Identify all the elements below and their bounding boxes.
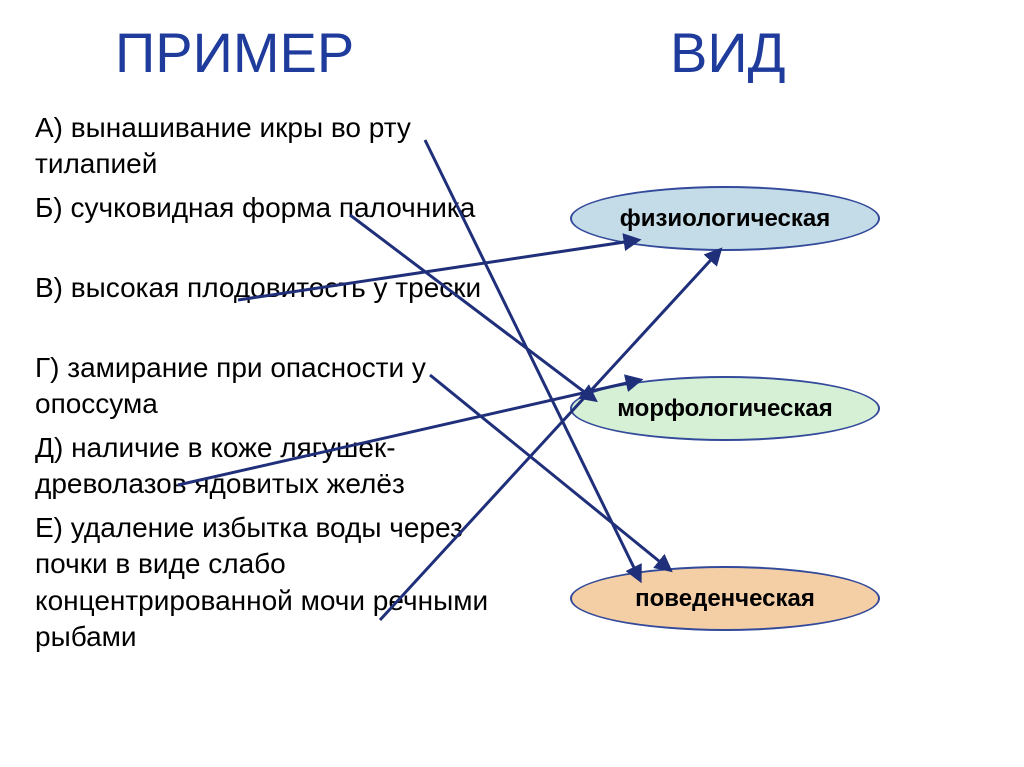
bubble-morph: морфологическая <box>570 376 880 441</box>
bubble-phys-label: физиологическая <box>620 205 831 233</box>
item-a: А) вынашивание икры во рту тилапией <box>35 110 535 183</box>
item-b: Б) сучковидная форма палочника <box>35 190 535 226</box>
heading-left: ПРИМЕР <box>115 20 354 85</box>
heading-right: ВИД <box>670 20 786 85</box>
bubble-phys: физиологическая <box>570 186 880 251</box>
item-f: Е) удаление избытка воды через почки в в… <box>35 510 535 656</box>
bubble-behav: поведенческая <box>570 566 880 631</box>
bubble-behav-label: поведенческая <box>635 585 815 613</box>
item-d: Г) замирание при опасности у опоссума <box>35 350 535 423</box>
slide: ПРИМЕР ВИД А) вынашивание икры во рту ти… <box>0 0 1024 767</box>
item-c: В) высокая плодовитость у трески <box>35 270 535 306</box>
item-e: Д) наличие в коже лягушек-древолазов ядо… <box>35 430 535 503</box>
bubble-morph-label: морфологическая <box>617 395 833 423</box>
